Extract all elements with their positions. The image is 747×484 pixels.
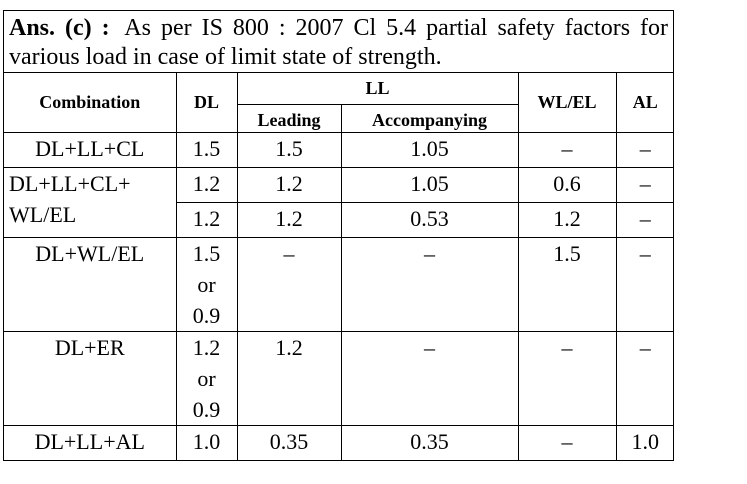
header-cell: DL: [175, 73, 238, 133]
header-cell: Accompanying: [340, 103, 519, 133]
combination-line: DL+ER: [54, 334, 125, 360]
combination-line: DL+WL/EL: [35, 240, 145, 266]
factor-cell: –: [236, 236, 342, 332]
combination-line: DL+LL+CL+: [9, 170, 131, 196]
table-row: DL+ER 1.2 or 0.9 1.2– – –: [4, 330, 675, 426]
table-body: DL+LL+CL 1.5 1.5 1.05– – DL+LL+CL+ WL/EL 1.2 1.2…: [4, 132, 675, 460]
factor-cell: 1.5 or 0.9: [175, 236, 238, 332]
header-cell: LL: [236, 73, 519, 105]
factor-cell: 1.2 or 0.9: [175, 330, 238, 426]
factor-cell: 1.5: [236, 132, 342, 168]
factor-cell: –: [615, 236, 675, 332]
factor-cell: –: [517, 132, 617, 168]
factor-cell: 0.35: [236, 424, 342, 460]
factor-cell: 1.0: [175, 424, 238, 460]
factor-cell: –: [517, 330, 617, 426]
factor-cell: –: [615, 201, 675, 238]
factor-cell: –: [340, 330, 519, 426]
table-row: DL+WL/EL 1.5 or 0.9– –1.5–: [4, 236, 675, 332]
answer-text: Ans. (c) : As per IS 800 : 2007 Cl 5.4 p…: [4, 11, 673, 73]
combination-line: DL+LL+AL: [34, 428, 145, 454]
factor-cell: 0.6: [517, 166, 617, 203]
table-row: DL+LL+CL+ WL/EL 1.2 1.2 1.05 0.6–: [4, 166, 675, 238]
combination-cell: DL+LL+AL: [4, 424, 177, 460]
header-cell: WL/EL: [517, 73, 617, 133]
table-row: DL+LL+CL 1.5 1.5 1.05– –: [4, 132, 675, 168]
factor-cell: 1.5: [517, 236, 617, 332]
factor-cell: 0.53: [340, 201, 519, 238]
factor-cell: –: [340, 236, 519, 332]
header-cell: Combination: [4, 73, 177, 133]
factor-cell: –: [615, 132, 675, 168]
factor-cell: 1.2: [236, 201, 342, 238]
factor-cell: –: [615, 166, 675, 203]
factor-table: Combination DL LL WL/EL AL Leading Accom…: [4, 73, 675, 460]
header-cell: AL: [615, 73, 675, 133]
answer-label: Ans. (c) :: [9, 15, 110, 41]
factor-cell: 1.05: [340, 132, 519, 168]
combination-line: DL+LL+CL: [35, 135, 145, 161]
header-cell: Leading: [237, 103, 342, 133]
table-row: DL+LL+AL 1.0 0.35 0.35–1.0: [4, 424, 675, 460]
factor-cell: 0.35: [340, 424, 519, 460]
factor-cell: 1.2: [236, 166, 342, 203]
factor-cell: 1.2: [517, 201, 617, 238]
table-row: 1.2 1.2 0.53 1.2–: [4, 201, 675, 238]
factor-cell: –: [615, 330, 675, 426]
factor-cell: 1.5: [175, 132, 238, 168]
factor-cell: 1.2: [176, 201, 238, 238]
combination-cell: DL+ER: [4, 330, 177, 426]
combination-cell: DL+LL+CL: [4, 132, 177, 168]
factor-cell: 1.2: [236, 330, 342, 426]
combination-cell: DL+LL+CL+ WL/EL: [4, 166, 177, 238]
answer-body: As per IS 800 : 2007 Cl 5.4 partial safe…: [9, 15, 668, 70]
factor-cell: 1.0: [615, 424, 675, 460]
combination-line: WL/EL: [9, 201, 77, 227]
factor-cell: 1.05: [340, 166, 519, 203]
factor-cell: –: [517, 424, 617, 460]
factor-cell: 1.2: [175, 166, 238, 203]
answer-box: Ans. (c) : As per IS 800 : 2007 Cl 5.4 p…: [3, 10, 675, 461]
combination-cell: DL+WL/EL: [4, 236, 177, 332]
